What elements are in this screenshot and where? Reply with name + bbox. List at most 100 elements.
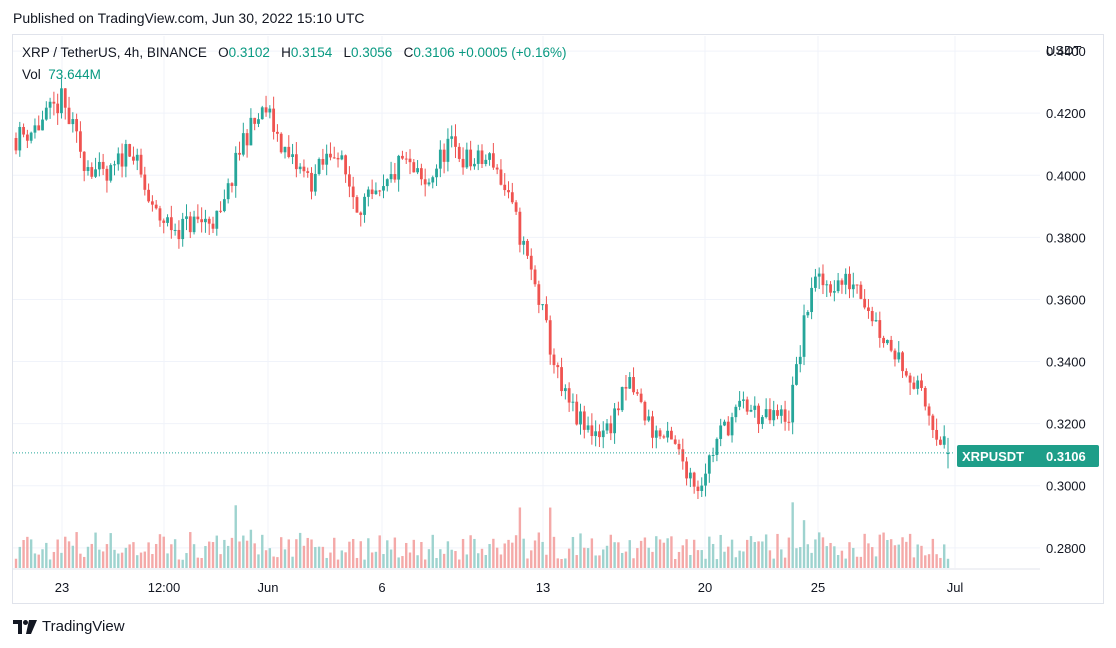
candle-body (488, 153, 491, 160)
candle-body (582, 411, 586, 430)
candle-body (533, 269, 537, 285)
candle-body (52, 101, 56, 104)
candle-body (753, 405, 757, 410)
candle-body (639, 393, 643, 402)
candle-body (939, 439, 942, 445)
candle-body (241, 133, 245, 155)
volume-bar (196, 557, 200, 568)
volume-bar (632, 558, 635, 568)
volume-bar (757, 541, 760, 568)
volume-bar (772, 558, 775, 568)
volume-bar (787, 537, 791, 568)
volume-bar (874, 556, 878, 568)
chart-grid (13, 36, 1040, 570)
candle-body (431, 177, 435, 183)
candle-body (908, 375, 912, 383)
volume-bar (719, 534, 722, 568)
candle-body (116, 153, 120, 165)
volume-bar (901, 537, 904, 568)
candle-body (507, 190, 510, 193)
volume-bar (29, 539, 33, 568)
volume-bar (746, 539, 749, 568)
candle-body (147, 189, 151, 202)
y-tick-label: 0.4000 (1046, 168, 1086, 183)
low-value: 0.3056 (351, 45, 393, 60)
candle-body (870, 311, 874, 322)
volume-bar (223, 539, 226, 568)
candle-body (783, 409, 787, 422)
symbol-label[interactable]: XRP / TetherUS, 4h, BINANCE (22, 45, 207, 60)
volume-bar (86, 546, 90, 568)
candle-body (200, 219, 204, 223)
candle-body (416, 168, 419, 173)
candle-body (723, 421, 726, 426)
volume-bar (151, 554, 154, 568)
y-tick-label: 0.3600 (1046, 292, 1086, 307)
candle-body (560, 367, 563, 392)
candle-body (764, 409, 768, 418)
candle-body (253, 117, 257, 124)
volume-bar (295, 539, 298, 568)
volume-bar (840, 550, 844, 568)
candle-body (700, 485, 704, 491)
volume-bar (181, 559, 184, 568)
candle-body (234, 152, 238, 186)
volume-bar (60, 552, 63, 568)
volume-bar (124, 547, 128, 568)
candle-body (670, 430, 673, 440)
volume-bar (723, 551, 726, 568)
volume-bar (351, 538, 355, 568)
volume-bar (367, 538, 370, 568)
candle-body (287, 146, 291, 157)
candle-body (590, 425, 594, 437)
volume-bar (386, 540, 389, 568)
volume-bar (185, 553, 188, 568)
volume-bar (314, 547, 317, 568)
candle-body (541, 304, 545, 306)
candle-body (567, 388, 571, 403)
change-value: +0.0005 (+0.16%) (458, 45, 567, 60)
volume-bar (492, 538, 495, 568)
volume-bar (579, 533, 582, 568)
close-value: 0.3106 (413, 45, 455, 60)
volume-bar (855, 556, 859, 568)
candle-body (48, 101, 52, 108)
volume-bar (355, 557, 359, 568)
volume-bar (431, 534, 434, 568)
candle-body (768, 409, 772, 421)
volume-bar (113, 549, 116, 568)
volume-bar (276, 557, 279, 568)
volume-bar (298, 532, 302, 568)
candle-body (802, 315, 806, 357)
candle-body (863, 298, 867, 308)
candle-body (294, 154, 298, 170)
volume-bar (859, 556, 863, 568)
candle-body (427, 182, 431, 185)
volume-bar (200, 557, 203, 568)
tradingview-logo[interactable]: TradingView (13, 618, 125, 635)
candle-body (397, 155, 401, 180)
candle-body (260, 107, 264, 120)
candle-body (90, 167, 94, 177)
tradingview-logo-icon (13, 619, 37, 634)
volume-bar (511, 542, 514, 568)
candle-body (385, 179, 389, 187)
candle-body (704, 473, 707, 486)
volume-bar (685, 539, 688, 568)
volume-bar (704, 558, 707, 568)
volume-bar (204, 546, 207, 568)
candle-body (734, 406, 738, 418)
chart-frame[interactable] (12, 34, 1104, 604)
y-tick-label: 0.4400 (1046, 44, 1086, 59)
candle-body (29, 132, 33, 141)
candle-body (745, 399, 749, 412)
y-tick-label: 0.3800 (1046, 230, 1086, 245)
candle-body (298, 166, 302, 170)
volume-bar (893, 545, 897, 568)
volume-bar (287, 539, 290, 568)
price-tag-value: 0.3106 (1046, 449, 1086, 464)
candle-body (681, 449, 685, 462)
candle-body (465, 149, 469, 168)
candle-body (931, 415, 935, 430)
